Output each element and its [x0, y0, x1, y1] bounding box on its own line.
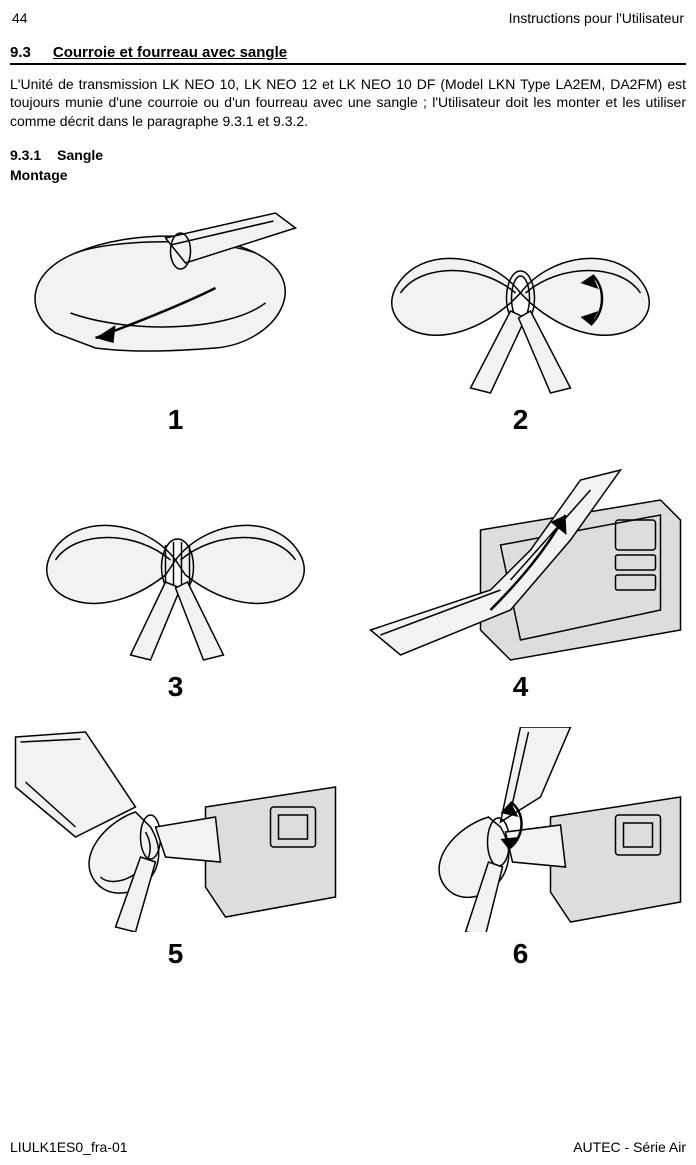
section-heading: 9.3 Courroie et fourreau avec sangle — [10, 44, 686, 61]
step-label-1: 1 — [168, 404, 184, 436]
step-illustration-1 — [12, 193, 339, 398]
header-right: Instructions pour l'Utilisateur — [509, 10, 684, 26]
step-illustration-5 — [12, 727, 339, 932]
step-label-2: 2 — [513, 404, 529, 436]
step-cell-4: 4 — [357, 460, 684, 721]
section-rule — [10, 63, 686, 65]
section-number: 9.3 — [10, 44, 31, 61]
step-label-4: 4 — [513, 671, 529, 703]
step-cell-1: 1 — [12, 193, 339, 454]
step-illustration-6 — [357, 727, 684, 932]
step-label-6: 6 — [513, 938, 529, 970]
step-illustration-2 — [357, 193, 684, 398]
section-body: L'Unité de transmission LK NEO 10, LK NE… — [10, 75, 686, 132]
step-illustration-4 — [357, 460, 684, 665]
steps-grid: 1 — [10, 193, 686, 988]
step-cell-3: 3 — [12, 460, 339, 721]
step-cell-2: 2 — [357, 193, 684, 454]
subsection-heading: 9.3.1 Sangle — [10, 147, 686, 163]
step-cell-6: 6 — [357, 727, 684, 988]
section-title: Courroie et fourreau avec sangle — [53, 44, 287, 61]
footer: LIULK1ES0_fra-01 AUTEC - Série Air — [10, 1139, 686, 1155]
step-cell-5: 5 — [12, 727, 339, 988]
page-number: 44 — [12, 10, 28, 26]
footer-left: LIULK1ES0_fra-01 — [10, 1139, 128, 1155]
top-bar: 44 Instructions pour l'Utilisateur — [10, 10, 686, 26]
step-label-5: 5 — [168, 938, 184, 970]
page: 44 Instructions pour l'Utilisateur 9.3 C… — [0, 0, 696, 1165]
step-illustration-3 — [12, 460, 339, 665]
step-label-3: 3 — [168, 671, 184, 703]
footer-right: AUTEC - Série Air — [573, 1139, 686, 1155]
montage-label: Montage — [10, 167, 686, 183]
subsection-title: Sangle — [57, 147, 103, 163]
subsection-number: 9.3.1 — [10, 147, 41, 163]
